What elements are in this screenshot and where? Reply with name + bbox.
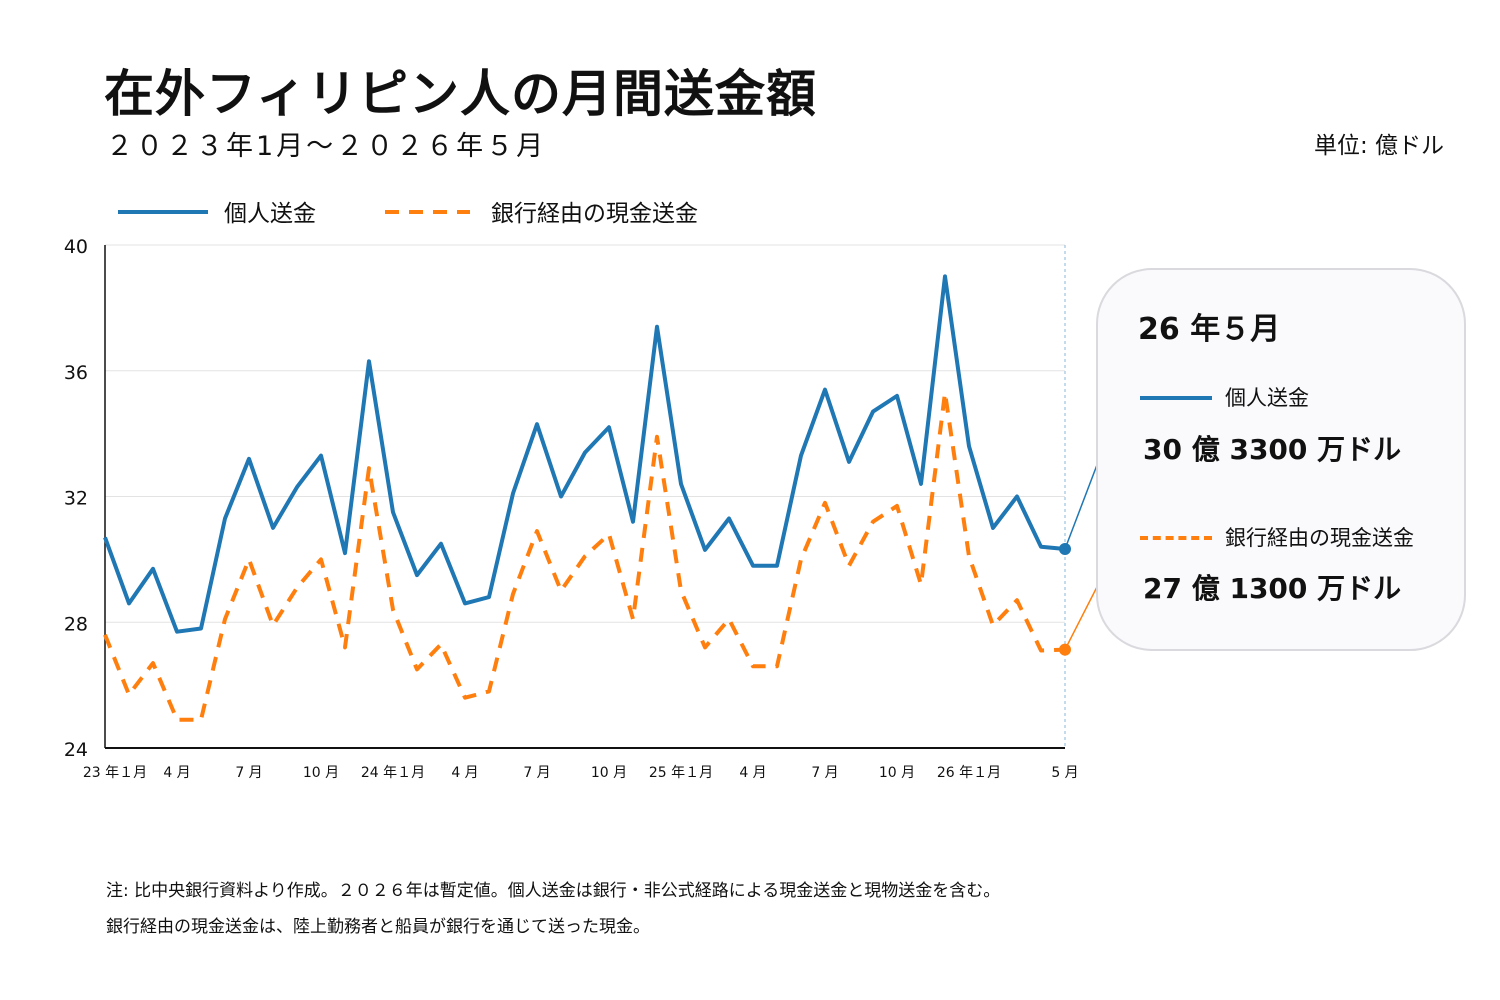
x-tick-label: 7 月 xyxy=(811,765,838,781)
callout-swatch-personal xyxy=(1140,396,1212,400)
legend-label-1: 銀行経由の現金送金 xyxy=(491,201,698,227)
x-tick-label: 4 月 xyxy=(739,765,766,781)
series-line-1 xyxy=(103,390,1066,722)
x-tick-label: 7 月 xyxy=(235,765,262,781)
callout-value-cash: 27 億 1300 万ドル xyxy=(1143,572,1402,605)
x-tick-label: 26 年１月 xyxy=(937,765,1001,781)
callout-period: 26 年５月 xyxy=(1138,312,1281,347)
y-tick-label: 28 xyxy=(64,613,88,635)
x-tick-label: 25 年１月 xyxy=(649,765,713,781)
footnote-2: 銀行経由の現金送金は、陸上勤務者と船員が銀行を通じて送った現金。 xyxy=(106,917,650,937)
x-tick-label: 10 月 xyxy=(591,765,627,781)
chart-title: 在外フィリピン人の月間送金額 xyxy=(104,65,817,123)
y-tick-label: 40 xyxy=(64,236,88,258)
x-tick-label: 7 月 xyxy=(523,765,550,781)
callout-label-personal: 個人送金 xyxy=(1225,386,1309,410)
latest-value-callout: 26 年５月 個人送金 30 億 3300 万ドル 銀行経由の現金送金 27 億… xyxy=(1096,268,1466,651)
chart-subtitle: ２０２３年1月〜２０２６年５月 xyxy=(106,131,547,162)
legend-label-0: 個人送金 xyxy=(224,201,316,227)
x-tick-label: 4 月 xyxy=(163,765,190,781)
x-tick-label: 10 月 xyxy=(879,765,915,781)
x-tick-label: 24 年１月 xyxy=(361,765,425,781)
x-tick-label: 5 月 xyxy=(1051,765,1078,781)
callout-swatch-cash xyxy=(1140,536,1212,540)
x-tick-label: 23 年１月 xyxy=(83,765,147,781)
unit-label: 単位: 億ドル xyxy=(1313,133,1444,159)
series-line-0 xyxy=(103,274,1066,634)
y-tick-label: 24 xyxy=(64,739,88,761)
callout-label-cash: 銀行経由の現金送金 xyxy=(1225,526,1414,550)
x-tick-label: 4 月 xyxy=(451,765,478,781)
y-tick-label: 32 xyxy=(64,488,88,510)
footnote-1: 注: 比中央銀行資料より作成。２０２６年は暫定値。個人送金は銀行・非公式経路によ… xyxy=(106,881,1001,901)
x-tick-label: 10 月 xyxy=(303,765,339,781)
y-tick-label: 36 xyxy=(64,362,88,384)
callout-value-personal: 30 億 3300 万ドル xyxy=(1143,433,1402,466)
